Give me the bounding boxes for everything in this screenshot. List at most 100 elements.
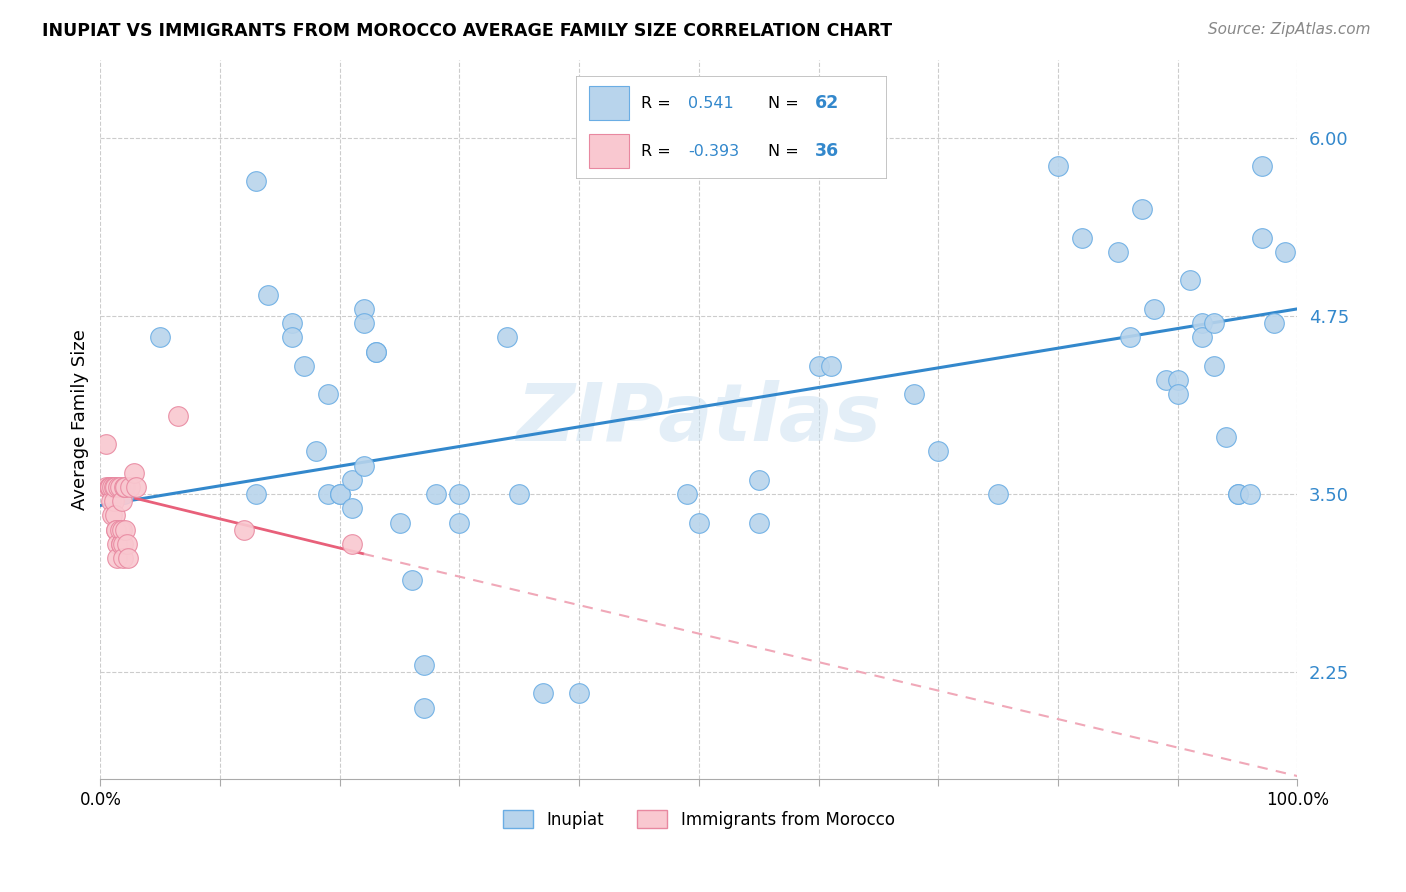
Point bbox=[1191, 330, 1213, 344]
Point bbox=[104, 523, 127, 537]
Text: INUPIAT VS IMMIGRANTS FROM MOROCCO AVERAGE FAMILY SIZE CORRELATION CHART: INUPIAT VS IMMIGRANTS FROM MOROCCO AVERA… bbox=[42, 22, 893, 40]
Point bbox=[676, 487, 699, 501]
Point bbox=[353, 316, 375, 330]
Point bbox=[1226, 487, 1249, 501]
Point bbox=[98, 480, 121, 494]
Point bbox=[112, 537, 135, 551]
Point bbox=[104, 508, 127, 523]
Text: ZIPatlas: ZIPatlas bbox=[516, 380, 882, 458]
Text: R =: R = bbox=[641, 95, 676, 111]
Point bbox=[401, 573, 423, 587]
Point bbox=[449, 487, 471, 501]
Point bbox=[111, 494, 134, 508]
Legend: Inupiat, Immigrants from Morocco: Inupiat, Immigrants from Morocco bbox=[496, 804, 901, 835]
Point bbox=[103, 480, 125, 494]
Point bbox=[1250, 230, 1272, 244]
Point bbox=[120, 480, 142, 494]
Point bbox=[425, 487, 447, 501]
Point bbox=[257, 287, 280, 301]
Point bbox=[96, 437, 118, 451]
Point bbox=[412, 657, 434, 672]
Point bbox=[987, 487, 1010, 501]
Point bbox=[1119, 330, 1142, 344]
Point bbox=[305, 444, 328, 458]
Point bbox=[1071, 230, 1094, 244]
Point bbox=[281, 330, 304, 344]
Point bbox=[1047, 160, 1070, 174]
Point bbox=[496, 330, 519, 344]
Point bbox=[104, 523, 127, 537]
Text: 62: 62 bbox=[814, 94, 839, 112]
Point bbox=[122, 466, 145, 480]
Point bbox=[112, 487, 135, 501]
Point bbox=[820, 359, 842, 373]
Point bbox=[364, 344, 387, 359]
Text: 0.541: 0.541 bbox=[688, 95, 734, 111]
Point bbox=[281, 316, 304, 330]
Point bbox=[1107, 244, 1129, 259]
Point bbox=[340, 501, 363, 516]
Y-axis label: Average Family Size: Average Family Size bbox=[72, 329, 89, 509]
Point bbox=[531, 686, 554, 700]
Point bbox=[353, 301, 375, 316]
Point bbox=[112, 480, 135, 494]
Point bbox=[110, 537, 132, 551]
Point bbox=[1250, 160, 1272, 174]
Point bbox=[316, 387, 339, 401]
Point bbox=[105, 551, 128, 566]
Text: -0.393: -0.393 bbox=[688, 144, 740, 159]
Point bbox=[117, 551, 139, 566]
Point bbox=[568, 686, 591, 700]
Point bbox=[1167, 387, 1189, 401]
Point bbox=[103, 494, 125, 508]
Point bbox=[1178, 273, 1201, 287]
Point bbox=[903, 387, 925, 401]
Point bbox=[316, 487, 339, 501]
Point bbox=[114, 480, 136, 494]
Point bbox=[167, 409, 190, 423]
Point bbox=[96, 480, 118, 494]
Point bbox=[1202, 316, 1225, 330]
Point bbox=[688, 516, 710, 530]
Point bbox=[1143, 301, 1166, 316]
Point bbox=[807, 359, 830, 373]
Point bbox=[1130, 202, 1153, 216]
Point bbox=[329, 487, 352, 501]
Point bbox=[1263, 316, 1285, 330]
Point bbox=[340, 537, 363, 551]
Text: 36: 36 bbox=[814, 142, 839, 161]
Point bbox=[1274, 244, 1296, 259]
Point bbox=[245, 487, 267, 501]
Point bbox=[1226, 487, 1249, 501]
Point bbox=[105, 537, 128, 551]
Point bbox=[292, 359, 315, 373]
Point bbox=[748, 516, 770, 530]
Point bbox=[1202, 359, 1225, 373]
Point bbox=[748, 473, 770, 487]
Point bbox=[340, 473, 363, 487]
Point bbox=[1154, 373, 1177, 387]
Point bbox=[449, 516, 471, 530]
Point bbox=[388, 516, 411, 530]
Point bbox=[115, 537, 138, 551]
Point bbox=[233, 523, 256, 537]
Point bbox=[108, 480, 131, 494]
Point bbox=[108, 523, 131, 537]
Point bbox=[329, 487, 352, 501]
Point bbox=[1215, 430, 1237, 444]
Text: R =: R = bbox=[641, 144, 676, 159]
Point bbox=[927, 444, 949, 458]
Point bbox=[114, 523, 136, 537]
Point bbox=[97, 480, 120, 494]
Point bbox=[1239, 487, 1261, 501]
Bar bbox=[589, 87, 628, 120]
Text: Source: ZipAtlas.com: Source: ZipAtlas.com bbox=[1208, 22, 1371, 37]
Point bbox=[101, 480, 124, 494]
Point bbox=[107, 480, 129, 494]
Point bbox=[364, 344, 387, 359]
Point bbox=[508, 487, 530, 501]
Point bbox=[111, 523, 134, 537]
Point bbox=[98, 480, 121, 494]
Point bbox=[112, 551, 135, 566]
Point bbox=[412, 700, 434, 714]
